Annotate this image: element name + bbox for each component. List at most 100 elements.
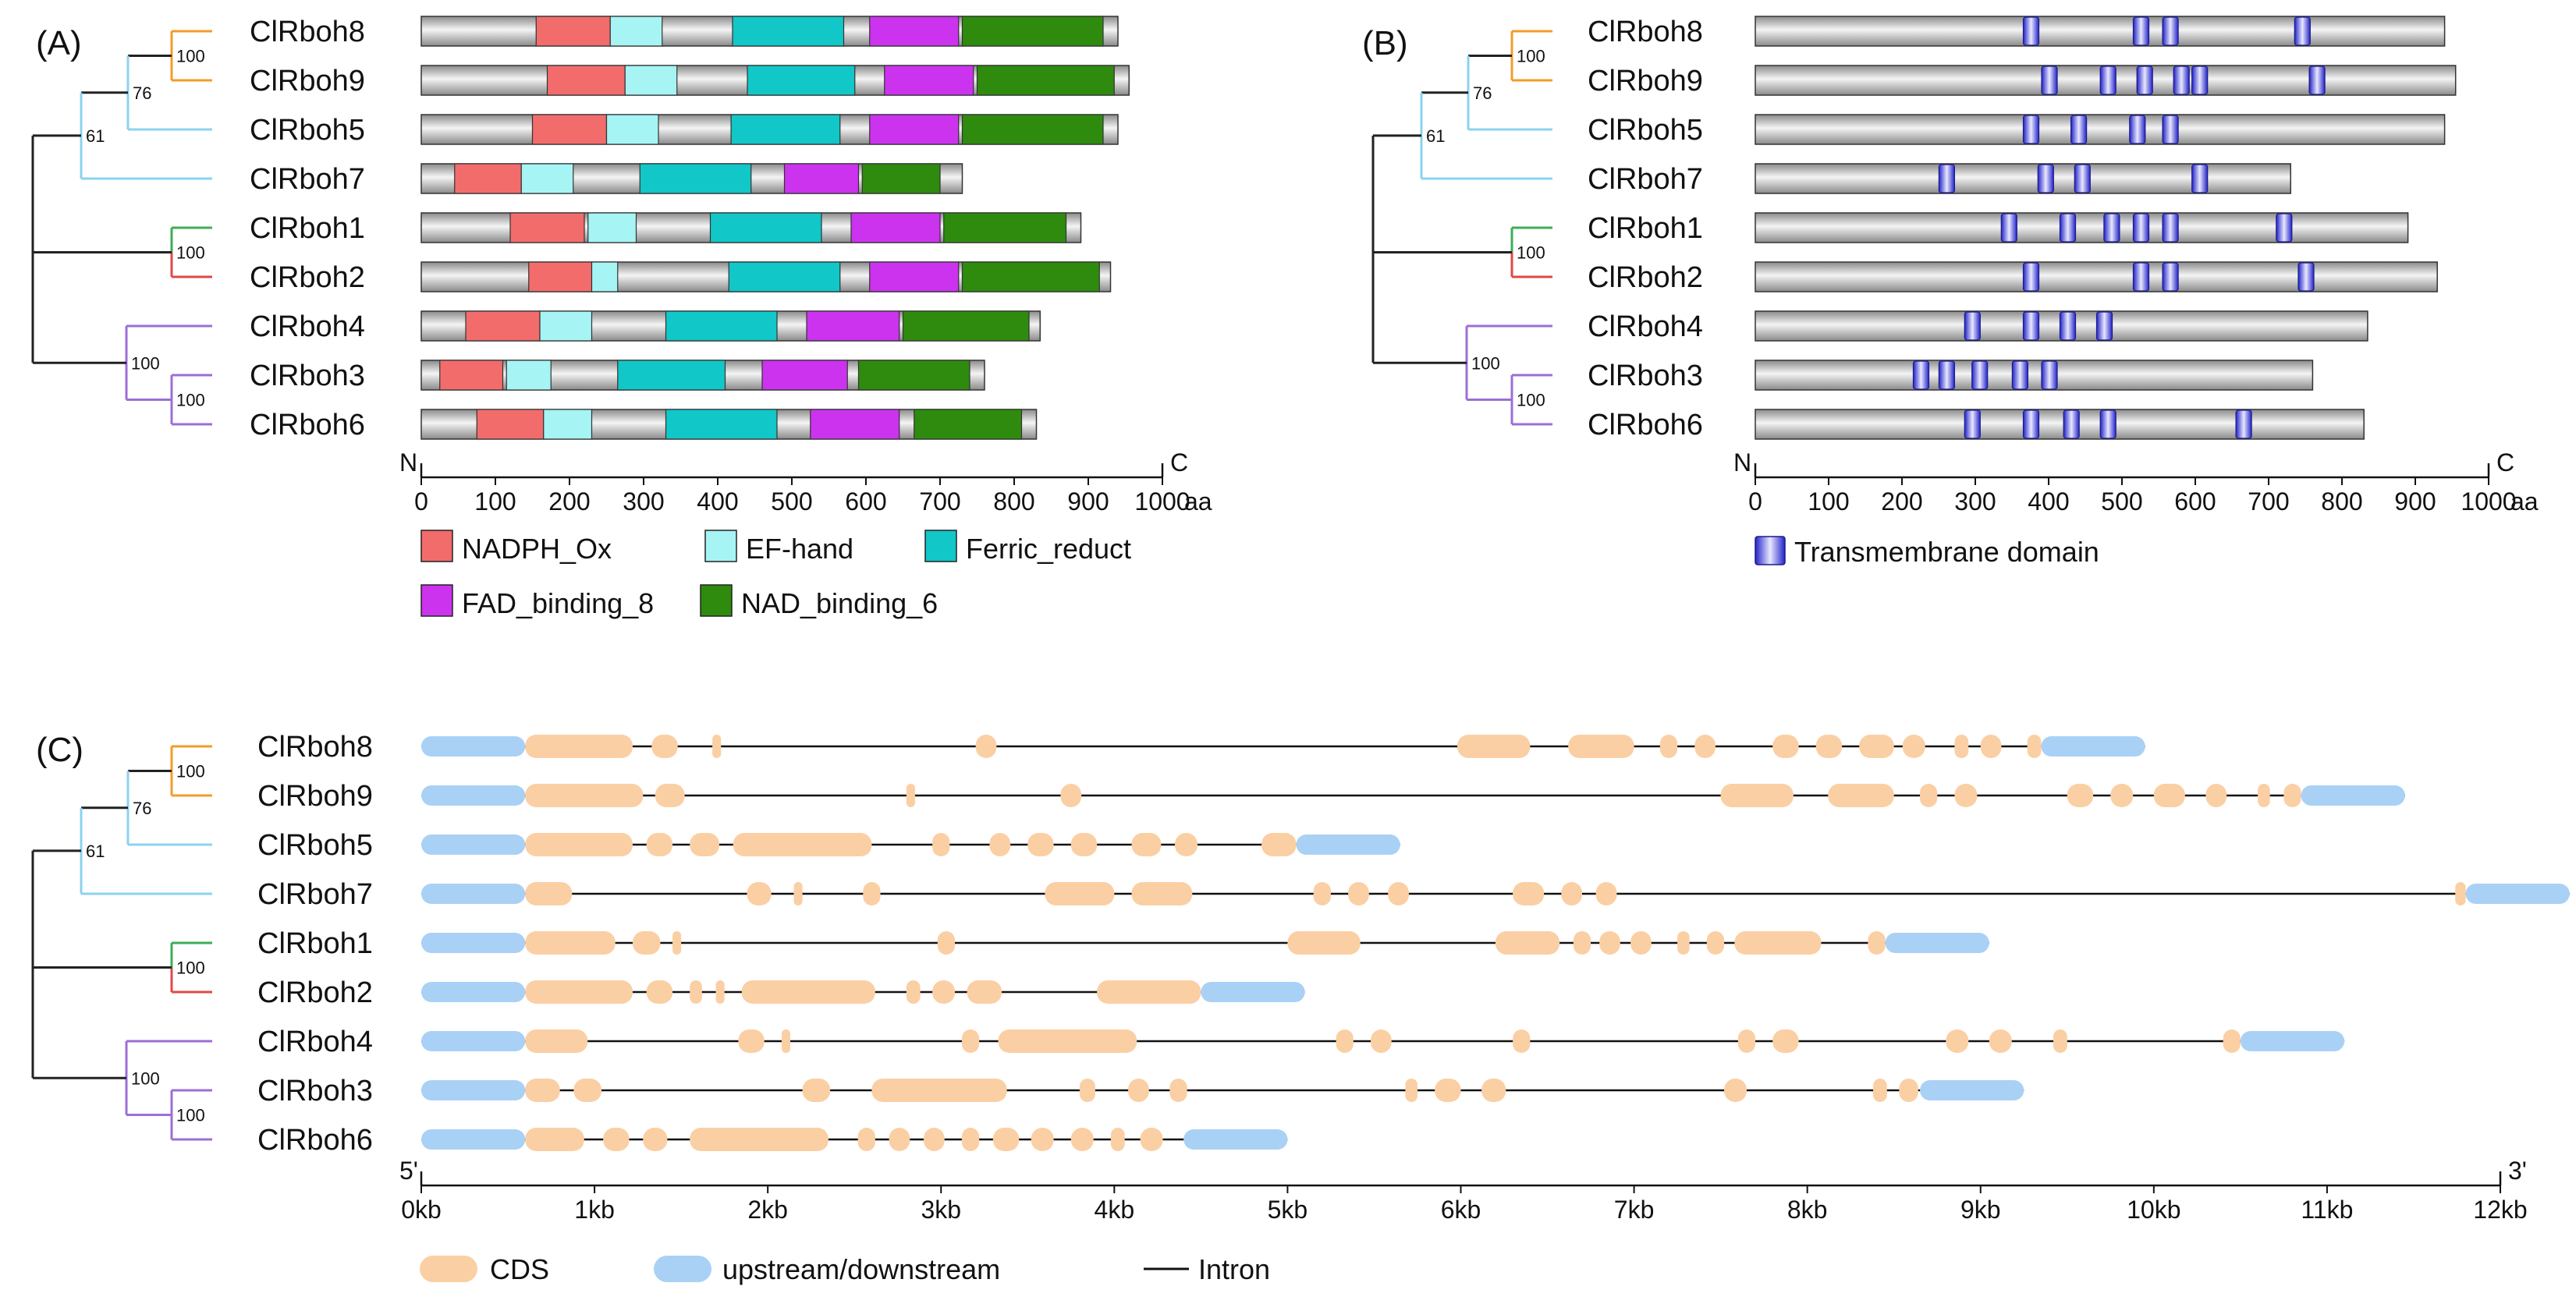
cds-exon-clrboh9-2 bbox=[655, 784, 685, 807]
tm-domain-clrboh1-4 bbox=[2132, 213, 2150, 243]
gene-c-tick-label-5: 5kb bbox=[1268, 1196, 1308, 1224]
cds-exon-clrboh8-6 bbox=[1568, 735, 1634, 758]
cds-exon-clrboh8-8 bbox=[1694, 735, 1716, 758]
cds-exon-clrboh6-5 bbox=[857, 1128, 875, 1151]
gene-label-clrboh9: ClRboh9 bbox=[250, 65, 365, 97]
protein-b-axis-start-label: N bbox=[1733, 448, 1751, 477]
protein-b-tick-label-6: 600 bbox=[2174, 487, 2216, 516]
domain-nad-clrboh2 bbox=[961, 261, 1100, 292]
tm-domain-clrboh1-5 bbox=[2162, 213, 2179, 243]
gene-c-tick-label-4: 4kb bbox=[1095, 1196, 1135, 1224]
bootstrap-436: 100 bbox=[131, 1068, 160, 1088]
gene-label-clrboh2: ClRboh2 bbox=[1588, 261, 1703, 294]
protein-a-tick-label-1: 100 bbox=[474, 487, 516, 516]
domain-nadph-clrboh8 bbox=[535, 16, 611, 47]
cds-exon-clrboh7-11 bbox=[1561, 882, 1582, 905]
cds-exon-clrboh5-11 bbox=[1261, 833, 1297, 856]
utr-clrboh1-2 bbox=[1885, 933, 1989, 953]
cds-exon-clrboh8-14 bbox=[1980, 735, 2002, 758]
cds-exon-clrboh1-9 bbox=[1630, 931, 1652, 955]
domain-fad-clrboh2 bbox=[869, 261, 960, 292]
domain-fad-clrboh5 bbox=[869, 114, 960, 145]
cds-exon-clrboh8-13 bbox=[1954, 735, 1969, 758]
cds-exon-clrboh7-1 bbox=[525, 882, 573, 905]
legend-label-utr: upstream/downstream bbox=[722, 1253, 1000, 1285]
cds-exon-clrboh9-10 bbox=[2110, 784, 2134, 807]
cds-exon-clrboh3-7 bbox=[1169, 1079, 1187, 1102]
cds-exon-clrboh3-12 bbox=[1873, 1079, 1887, 1102]
domain-nad-clrboh5 bbox=[961, 114, 1104, 145]
legend-label-transmembrane: Transmembrane domain bbox=[1794, 536, 2099, 568]
tm-domain-clrboh2-2 bbox=[2132, 262, 2150, 292]
gene-label-clrboh1: ClRboh1 bbox=[1588, 212, 1703, 245]
protein-a-tick-label-2: 200 bbox=[548, 487, 590, 516]
cds-exon-clrboh1-2 bbox=[632, 931, 661, 955]
gene-c-tick-label-6: 6kb bbox=[1441, 1196, 1481, 1224]
cds-exon-clrboh8-3 bbox=[712, 735, 722, 758]
domain-ef-clrboh6 bbox=[543, 409, 593, 440]
domain-ef-clrboh5 bbox=[605, 114, 659, 145]
protein-a-tick-label-3: 300 bbox=[623, 487, 664, 516]
gene-c-tick-label-1: 1kb bbox=[574, 1196, 615, 1224]
phylogenetic-tree-c: 100 76 61 100 100 100 bbox=[31, 745, 212, 1141]
domain-ferric-clrboh7 bbox=[639, 163, 752, 194]
cds-exon-clrboh7-9 bbox=[1388, 882, 1409, 905]
cds-exon-clrboh1-13 bbox=[1868, 931, 1886, 955]
tm-domain-clrboh4-3 bbox=[2059, 311, 2077, 341]
cds-exon-clrboh9-4 bbox=[1060, 784, 1082, 807]
utr-clrboh4-1 bbox=[421, 1031, 526, 1051]
cds-exon-clrboh3-13 bbox=[1899, 1079, 1918, 1102]
gene-label-clrboh8: ClRboh8 bbox=[257, 731, 373, 764]
domain-ef-clrboh1 bbox=[587, 212, 637, 243]
legend-label-nad: NAD_binding_6 bbox=[741, 587, 938, 619]
cds-exon-clrboh9-9 bbox=[2067, 784, 2094, 807]
tm-domain-clrboh2-1 bbox=[2022, 262, 2040, 292]
gene-label-clrboh4: ClRboh4 bbox=[1588, 310, 1703, 343]
protein-b-axis-end-label: C bbox=[2496, 448, 2514, 477]
gene-label-clrboh3: ClRboh3 bbox=[257, 1075, 373, 1107]
cds-exon-clrboh9-3 bbox=[906, 784, 915, 807]
cds-exon-clrboh1-12 bbox=[1734, 931, 1822, 955]
domain-fad-clrboh4 bbox=[806, 310, 900, 342]
cds-exon-clrboh6-4 bbox=[690, 1128, 829, 1151]
tm-legend: Transmembrane domain bbox=[1755, 536, 2099, 568]
cds-exon-clrboh8-4 bbox=[975, 735, 997, 758]
protein-b-tick-label-2: 200 bbox=[1881, 487, 1922, 516]
cds-exon-clrboh1-8 bbox=[1599, 931, 1620, 955]
protein-a-tick-label-0: 0 bbox=[414, 487, 428, 516]
protein-bar-tm-clrboh5 bbox=[1755, 114, 2446, 145]
cds-exon-clrboh7-6 bbox=[1131, 882, 1193, 905]
tm-domain-clrboh9-5 bbox=[2191, 66, 2209, 95]
tm-domain-clrboh8-3 bbox=[2162, 16, 2179, 46]
gene-labels-b: ClRboh8 ClRboh9 ClRboh5 ClRboh7 ClRboh1 ClRbo… bbox=[1588, 16, 1703, 441]
cds-exon-clrboh4-2 bbox=[738, 1029, 765, 1053]
cds-exon-clrboh4-11 bbox=[1946, 1029, 1969, 1053]
domain-ferric-clrboh6 bbox=[665, 409, 778, 440]
protein-b-tick-label-5: 500 bbox=[2101, 487, 2142, 516]
tm-domain-clrboh6-4 bbox=[2099, 409, 2117, 439]
cds-exon-clrboh5-3 bbox=[690, 833, 719, 856]
gene-c-tick-label-10: 10kb bbox=[2127, 1196, 2180, 1224]
legend-swatch-ferric bbox=[924, 530, 957, 562]
bootstrap-8957: 61 bbox=[1426, 126, 1445, 146]
cds-exon-clrboh4-6 bbox=[1336, 1029, 1354, 1053]
cds-exon-clrboh2-1 bbox=[525, 980, 633, 1004]
protein-a-tick-label-6: 600 bbox=[845, 487, 886, 516]
cds-exon-clrboh1-6 bbox=[1495, 931, 1560, 955]
tm-domain-clrboh1-2 bbox=[2059, 213, 2077, 243]
protein-b-axis-unit: aa bbox=[2510, 487, 2539, 516]
cds-exon-clrboh6-13 bbox=[1140, 1128, 1163, 1151]
domain-nad-clrboh3 bbox=[857, 360, 970, 391]
domain-ferric-clrboh4 bbox=[665, 310, 778, 342]
cds-exon-clrboh4-4 bbox=[961, 1029, 980, 1053]
cds-exon-clrboh3-10 bbox=[1481, 1079, 1506, 1102]
gene-c-tick-label-3: 3kb bbox=[921, 1196, 961, 1224]
legend-label-nadph: NADPH_Ox bbox=[462, 533, 612, 565]
gene-c-tick-label-7: 7kb bbox=[1614, 1196, 1655, 1224]
gene-label-clrboh9: ClRboh9 bbox=[1588, 65, 1703, 97]
utr-clrboh3-1 bbox=[421, 1080, 526, 1100]
utr-clrboh6-1 bbox=[421, 1129, 526, 1150]
bootstrap-895: 76 bbox=[1473, 83, 1492, 103]
gene-label-clrboh6: ClRboh6 bbox=[250, 409, 365, 441]
